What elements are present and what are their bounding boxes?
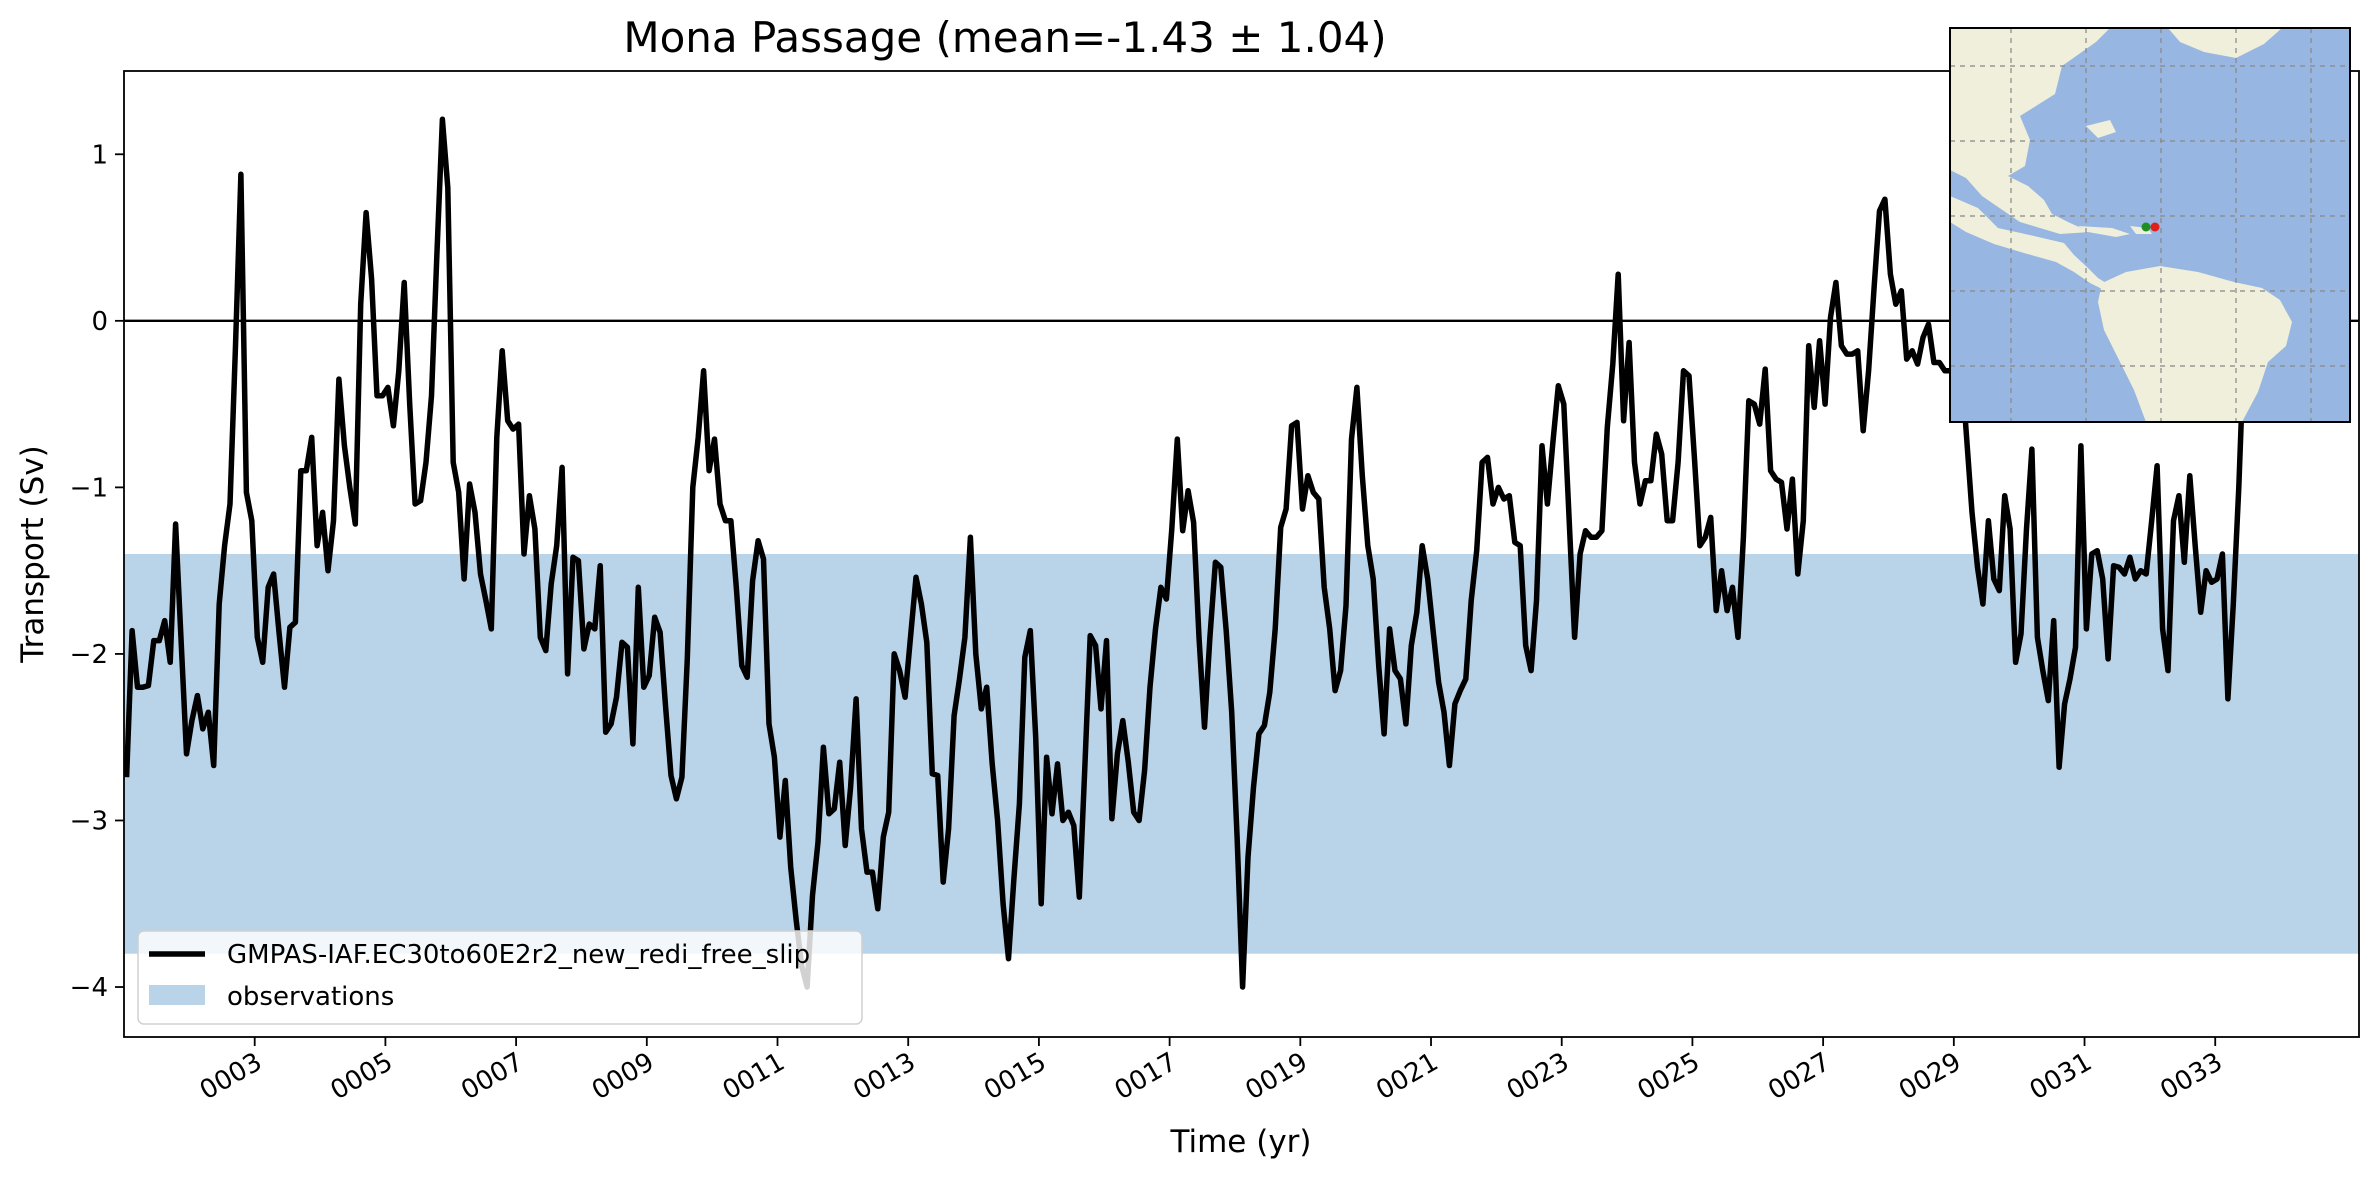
legend-label-series: GMPAS-IAF.EC30to60E2r2_new_redi_free_sli… (227, 940, 810, 970)
inset-map-landmass-south-america (2098, 266, 2292, 422)
y-tick-label: 0 (91, 307, 108, 337)
legend-box (137, 930, 863, 1025)
x-tick-label: 0029 (1894, 1047, 1966, 1106)
x-tick-label: 0033 (2155, 1047, 2227, 1106)
y-axis-ticks: 1 0 −1 −2 −3 −4 (70, 140, 124, 1003)
inset-map-landmass-nova-scotia (2086, 120, 2116, 138)
inset-map-land (1950, 28, 2292, 422)
x-tick-label: 0027 (1763, 1047, 1835, 1106)
y-axis-label: Transport (Sv) (15, 445, 51, 664)
y-tick-label: −3 (70, 806, 108, 836)
x-tick-label: 0021 (1371, 1047, 1443, 1106)
inset-map-landmass-central-america (1950, 196, 2106, 289)
inset-map-landmass-cuba (2078, 226, 2130, 237)
inset-map-landmass-north-america (1950, 28, 2110, 234)
transport-series-line (124, 116, 2247, 990)
x-tick-label: 0007 (456, 1047, 528, 1106)
x-tick-label: 0013 (848, 1047, 920, 1106)
x-tick-label: 0031 (2025, 1047, 2097, 1106)
x-tick-label: 0003 (195, 1047, 267, 1106)
x-axis-label: Time (yr) (1170, 1124, 1312, 1160)
y-tick-label: 1 (91, 140, 108, 170)
x-axis-ticks: 0003 0005 0007 0009 0011 0013 0015 0017 0019 0021… (195, 1037, 2228, 1106)
x-tick-label: 0017 (1110, 1047, 1182, 1106)
x-tick-label: 0015 (979, 1047, 1051, 1106)
x-tick-label: 0011 (718, 1047, 790, 1106)
legend-swatch-observations (149, 985, 205, 1005)
y-tick-label: −1 (70, 473, 108, 503)
inset-map-section-end-marker (2150, 222, 2160, 232)
legend: GMPAS-IAF.EC30to60E2r2_new_redi_free_sli… (137, 930, 863, 1025)
chart-title: Mona Passage (mean=-1.43 ± 1.04) (623, 13, 1386, 62)
legend-label-observations: observations (227, 982, 394, 1012)
inset-map-landmass-greenland (2168, 28, 2282, 58)
x-tick-label: 0025 (1633, 1047, 1705, 1106)
x-tick-label: 0019 (1241, 1047, 1313, 1106)
inset-map (1949, 27, 2351, 423)
inset-map-section-start-marker (2141, 222, 2151, 232)
x-tick-label: 0009 (587, 1047, 659, 1106)
y-tick-label: −4 (70, 973, 108, 1003)
inset-map-gridlines (1950, 28, 2350, 422)
x-tick-label: 0023 (1502, 1047, 1574, 1106)
inset-map-frame (1949, 27, 2351, 423)
y-tick-label: −2 (70, 640, 108, 670)
plot-frame (123, 70, 2360, 1038)
x-tick-label: 0005 (326, 1047, 398, 1106)
